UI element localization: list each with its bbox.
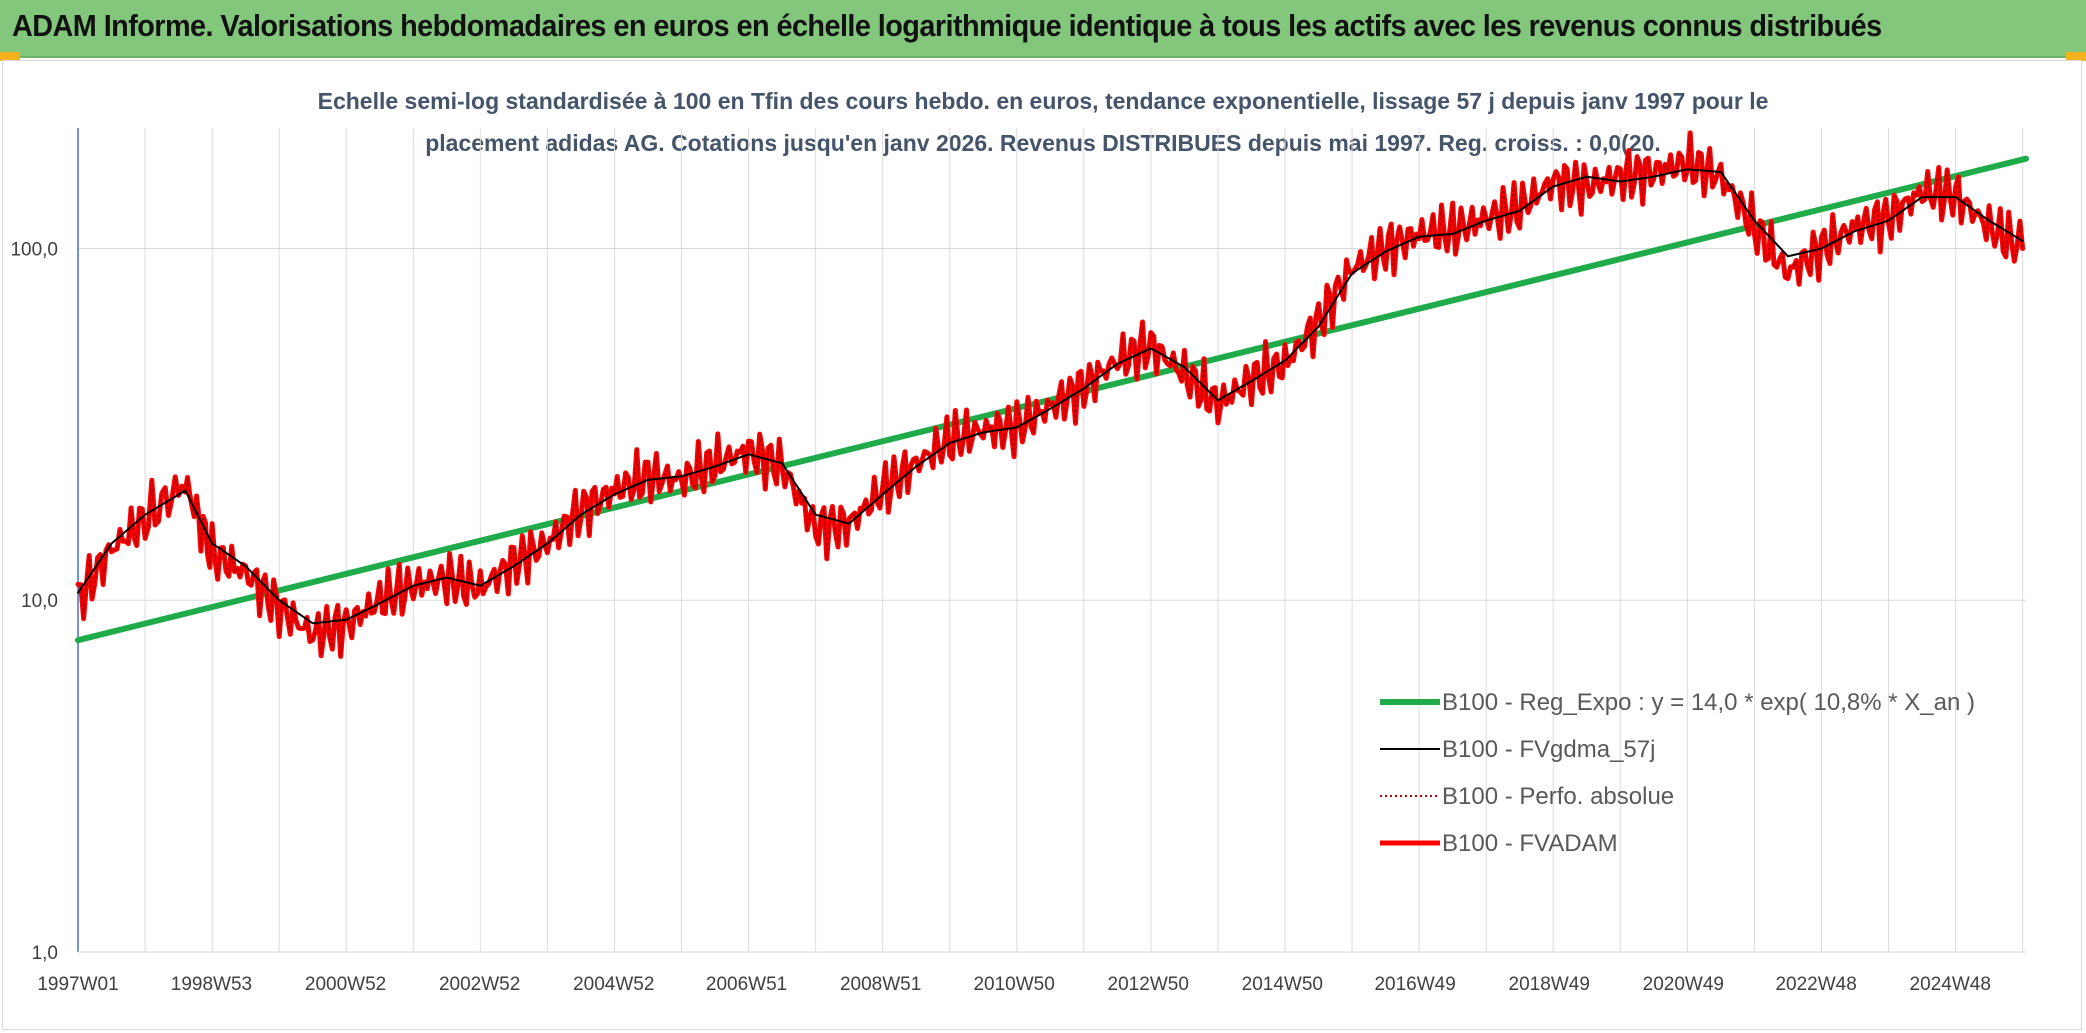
corner-marker-left	[0, 52, 20, 61]
x-tick-label: 2006W51	[706, 974, 787, 995]
legend-label: B100 - Reg_Expo : y = 14,0 * exp( 10,8% …	[1442, 689, 1975, 716]
x-tick-label: 2002W52	[439, 974, 520, 995]
series-line-0	[75, 155, 2029, 644]
series-layer	[75, 130, 2029, 659]
y-tick-label: 10,0	[21, 591, 58, 612]
chart-legend: B100 - Reg_Expo : y = 14,0 * exp( 10,8% …	[1380, 689, 1975, 857]
report-title: ADAM Informe. Valorisations hebdomadaire…	[12, 8, 1882, 43]
x-tick-label: 2022W48	[1775, 974, 1856, 995]
x-tick-label: 1998W53	[171, 974, 252, 995]
series-line-2	[77, 131, 2024, 658]
report-header: ADAM Informe. Valorisations hebdomadaire…	[0, 0, 2086, 58]
x-tick-label: 2000W52	[305, 974, 386, 995]
x-tick-label: 2020W49	[1643, 974, 1724, 995]
legend-label: B100 - FVgdma_57j	[1442, 736, 1655, 763]
x-tick-label: 2004W52	[573, 974, 654, 995]
y-tick-labels: 1,0 10,0 100,0	[10, 239, 58, 964]
x-tick-label: 2016W49	[1374, 974, 1455, 995]
corner-marker-right	[2066, 52, 2086, 61]
x-tick-label: 2012W50	[1108, 974, 1189, 995]
vertical-gridlines	[77, 128, 2024, 952]
x-tick-label: 2018W49	[1509, 974, 1590, 995]
chart-title-line1: Echelle semi-log standardisée à 100 en T…	[317, 88, 1769, 114]
x-tick-label: 2014W50	[1242, 974, 1323, 995]
x-tick-label: 2010W50	[973, 974, 1054, 995]
chart-title-line2: placement adidas AG. Cotations jusqu'en …	[425, 130, 1661, 156]
x-tick-label: 1997W01	[37, 974, 118, 995]
series-line-1	[77, 168, 2024, 625]
x-tick-label: 2008W51	[840, 974, 921, 995]
series-line-3	[75, 130, 2026, 659]
legend-label: B100 - Perfo. absolue	[1442, 783, 1674, 810]
x-tick-label: 2024W48	[1910, 974, 1991, 995]
x-tick-labels: 1997W01 1998W53 2000W52 2002W52 2004W52 2006W…	[37, 974, 1991, 995]
y-tick-label: 100,0	[10, 239, 58, 260]
y-tick-label: 1,0	[32, 943, 58, 964]
chart-frame	[2, 60, 2082, 1030]
legend-label: B100 - FVADAM	[1442, 830, 1618, 857]
